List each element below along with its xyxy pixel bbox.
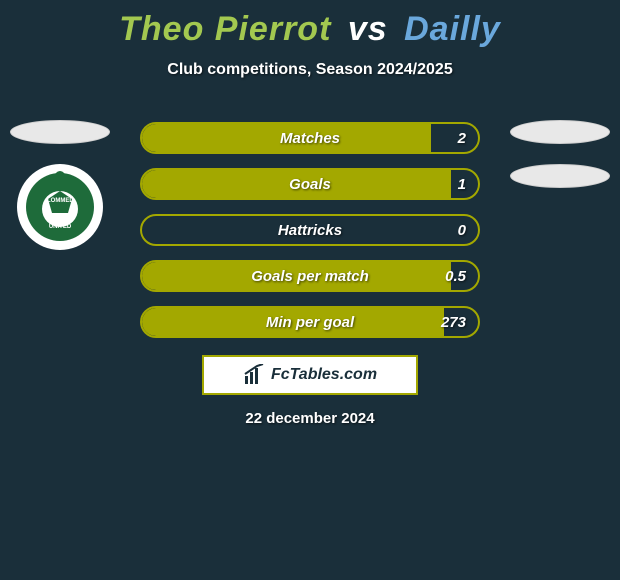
stat-value: 0.5	[445, 262, 466, 290]
vs-text: vs	[348, 10, 388, 48]
stat-row: Goals 1	[140, 168, 480, 200]
player1-name: Theo Pierrot	[119, 10, 331, 48]
brand-text: FcTables.com	[271, 366, 377, 384]
stat-label: Goals per match	[142, 262, 478, 290]
player2-photo-placeholder	[510, 120, 610, 144]
player1-club-crest: LOMMEL UNITED	[17, 164, 103, 250]
right-column	[500, 120, 620, 188]
left-column: LOMMEL UNITED	[0, 120, 120, 250]
stat-label: Goals	[142, 170, 478, 198]
player1-photo-placeholder	[10, 120, 110, 144]
stats-rows: Matches 2 Goals 1 Hattricks 0 Goals per …	[140, 122, 480, 338]
brand-chart-icon	[243, 364, 265, 386]
brand-box[interactable]: FcTables.com	[202, 355, 418, 395]
stat-row: Hattricks 0	[140, 214, 480, 246]
date-text: 22 december 2024	[0, 410, 620, 427]
stat-label: Hattricks	[142, 216, 478, 244]
stat-value: 1	[458, 170, 466, 198]
stat-row: Min per goal 273	[140, 306, 480, 338]
stat-value: 2	[458, 124, 466, 152]
subtitle: Club competitions, Season 2024/2025	[0, 61, 620, 79]
player2-club-placeholder	[510, 164, 610, 188]
svg-text:UNITED: UNITED	[49, 224, 72, 230]
stat-label: Min per goal	[142, 308, 478, 336]
stat-row: Matches 2	[140, 122, 480, 154]
crest-icon: LOMMEL UNITED	[17, 164, 103, 250]
stat-value: 0	[458, 216, 466, 244]
svg-text:LOMMEL: LOMMEL	[47, 198, 73, 204]
comparison-title: Theo Pierrot vs Dailly	[0, 0, 620, 49]
stat-row: Goals per match 0.5	[140, 260, 480, 292]
player2-name: Dailly	[404, 10, 501, 48]
stat-label: Matches	[142, 124, 478, 152]
stat-value: 273	[441, 308, 466, 336]
